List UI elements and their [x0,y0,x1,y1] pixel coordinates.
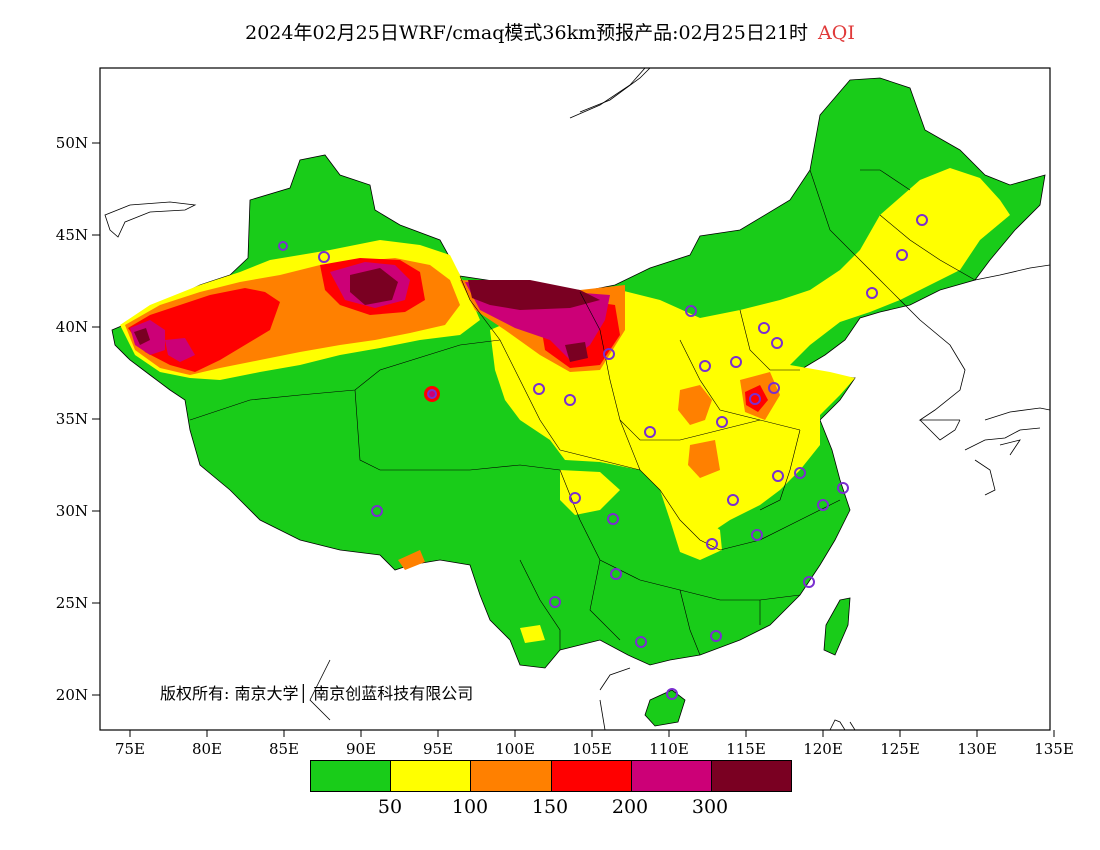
aqi-hotspot-qinghai-core [428,390,436,398]
station-marker [896,249,908,261]
station-marker [644,426,656,438]
station-marker [710,630,722,642]
station-marker [549,596,561,608]
legend-label: 100 [451,796,489,818]
station-marker [371,505,383,517]
station-marker [607,513,619,525]
coastlines [104,68,1050,730]
legend-swatch-red [551,761,632,791]
x-tick-label: 95E [423,740,453,758]
map-title: 2024年02月25日WRF/cmaq模式36km预报产品:02月25日21时 A… [0,18,1100,45]
x-tick-label: 115E [726,740,766,758]
aqi-label: AQI [818,22,855,44]
station-marker [749,393,761,405]
legend-swatch-yellow [391,761,472,791]
x-tick-label: 135E [1034,740,1074,758]
x-tick-label: 80E [192,740,222,758]
aqi-zone-maroon-spot [565,342,588,362]
color-legend [310,760,792,792]
station-marker [635,636,647,648]
legend-label: 300 [691,796,729,818]
station-marker [772,470,784,482]
aqi-zone-yellow-main [490,168,1010,545]
station-marker [916,214,928,226]
station-marker [706,538,718,550]
aqi-zone-maroon-ne [468,280,600,310]
legend-swatch-green [311,761,392,791]
station-marker [716,416,728,428]
aqi-zone-orange-central [678,385,712,425]
station-marker [610,568,622,580]
station-marker [768,382,780,394]
station-marker [278,241,288,251]
aqi-hotspot-yunnan [520,625,545,643]
legend-label: 150 [531,796,569,818]
legend-label: 50 [377,796,403,818]
legend-swatch-magenta [631,761,712,791]
y-tick-label: 40N [56,318,88,336]
station-marker [569,492,581,504]
station-marker [318,251,330,263]
aqi-zone-orange-c3 [688,440,720,478]
x-tick-label: 105E [572,740,612,758]
x-tick-label: 125E [880,740,920,758]
x-tick-label: 120E [803,740,843,758]
station-marker [794,467,806,479]
legend-label: 200 [611,796,649,818]
legend-swatch-orange [471,761,552,791]
station-marker [666,688,678,700]
aqi-zone-red-west [128,288,280,372]
station-marker [803,576,815,588]
map-frame [99,67,1051,731]
station-marker [699,360,711,372]
station-marker [603,348,615,360]
title-text: 2024年02月25日WRF/cmaq模式36km预报产品:02月25日21时 [245,22,809,44]
station-marker [427,389,437,399]
province-boundaries [189,169,976,656]
x-tick-label: 90E [346,740,376,758]
y-tick-label: 20N [56,686,88,704]
station-marker [771,337,783,349]
station-marker [751,529,763,541]
x-axis: 75E 80E 85E 90E 95E 100E 105E 110E 115E 120E 125E 1… [115,730,1074,758]
aqi-zone-maroon-north [350,268,398,305]
station-marker [533,383,545,395]
y-tick-label: 25N [56,594,88,612]
x-tick-label: 130E [957,740,997,758]
station-marker [817,499,829,511]
hainan-island [644,689,686,727]
y-tick-label: 35N [56,410,88,428]
y-tick-label: 30N [56,502,88,520]
station-marker [727,494,739,506]
station-marker [685,305,697,317]
copyright-notice: 版权所有: 南京大学│ 南京创蓝科技有限公司 [160,684,474,703]
station-marker [730,356,742,368]
x-tick-label: 85E [269,740,299,758]
x-tick-label: 100E [495,740,535,758]
map-content [104,68,1050,730]
aqi-zone-maroon-west [134,328,150,345]
aqi-zone-magenta-sw [165,338,195,362]
aqi-hotspot-tibet-south [398,550,425,570]
y-axis: 50N 45N 40N 35N 30N 25N 20N [56,134,100,704]
station-marker [564,394,576,406]
station-marker [758,322,770,334]
x-tick-label: 110E [649,740,689,758]
station-marker [837,482,849,494]
taiwan-island [823,597,851,656]
x-tick-label: 75E [115,740,145,758]
y-tick-label: 50N [56,134,88,152]
y-tick-label: 45N [56,226,88,244]
aqi-zone-red-central [745,385,768,412]
station-marker [866,287,878,299]
monitoring-stations [278,214,928,700]
legend-swatch-maroon [711,761,792,791]
